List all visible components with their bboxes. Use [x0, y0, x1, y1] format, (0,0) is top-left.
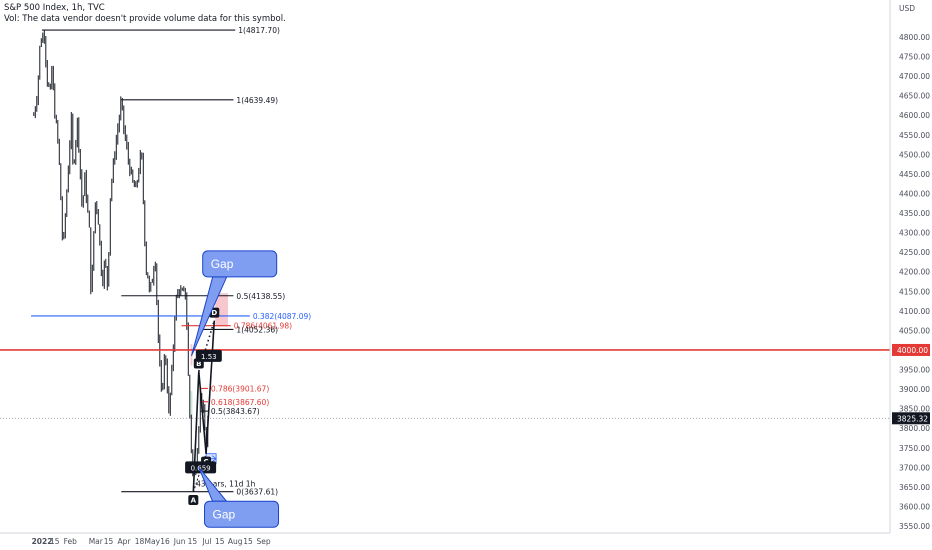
time-tick-label: 15: [243, 537, 253, 546]
support-price-label: 4000.00: [897, 346, 928, 355]
gap-callout-label-1: Gap: [213, 507, 236, 521]
zone-green-1: [190, 391, 193, 419]
date-range-arrowhead: [211, 455, 217, 463]
fib-level-label-1: 1(4639.49): [236, 96, 278, 105]
price-tick-label: 4650.00: [899, 92, 930, 101]
fib-level-label-9: 0(3637.61): [236, 488, 278, 497]
candles-layer: [33, 30, 209, 477]
price-tick-label: 3600.00: [899, 502, 930, 511]
price-tick-label: 4100.00: [899, 307, 930, 316]
pattern-leg-cd: [205, 320, 216, 454]
price-tick-label: 3650.00: [899, 483, 930, 492]
time-tick-label: 2022: [32, 537, 53, 546]
time-tick-label: 18: [135, 537, 145, 546]
price-tick-label: 4500.00: [899, 150, 930, 159]
fib-level-label-5: 1(4052.36): [236, 325, 278, 334]
price-tick-label: 3900.00: [899, 385, 930, 394]
date-range-label: 43 bars, 11d 1h: [196, 480, 256, 489]
price-tick-label: 4300.00: [899, 229, 930, 238]
price-axis-bg: [890, 0, 932, 550]
price-tick-label: 4800.00: [899, 33, 930, 42]
price-tick-label: 3800.00: [899, 424, 930, 433]
time-tick-label: 15: [104, 537, 114, 546]
price-tick-label: 4250.00: [899, 248, 930, 257]
price-tick-label: 4550.00: [899, 131, 930, 140]
price-tick-label: 3950.00: [899, 366, 930, 375]
pattern-point-label-a: A: [191, 496, 197, 504]
time-tick-label: Apr: [118, 537, 132, 546]
fib-level-label-8: 0.5(3843.67): [211, 407, 260, 416]
fib-level-label-0: 1(4817.70): [238, 26, 280, 35]
annotations-layer: Gap Gap: [191, 250, 280, 528]
time-tick-label: 16: [160, 537, 170, 546]
pattern-ratio-badge-1: [195, 349, 222, 362]
zone-pink-2: [215, 293, 228, 327]
price-tick-label: 4050.00: [899, 326, 930, 335]
time-tick-label: May: [145, 537, 161, 546]
gap-callout-box-0: [202, 250, 278, 278]
fib-level-label-7: 0.618(3867.60): [211, 398, 269, 407]
price-tick-label: 3850.00: [899, 405, 930, 414]
time-tick-label: 15: [50, 537, 60, 546]
fib-level-label-2: 0.5(4138.55): [236, 292, 285, 301]
gap-callout-box-1: [204, 500, 280, 528]
price-tick-label: 3550.00: [899, 522, 930, 531]
price-tick-label: 4600.00: [899, 111, 930, 120]
price-tick-label: 4150.00: [899, 287, 930, 296]
time-axis-bg: [0, 533, 932, 550]
pattern-point-label-b: B: [196, 360, 201, 368]
pattern-point-label-d: D: [211, 309, 217, 317]
pattern-ratio-badge-0: [185, 461, 217, 474]
time-tick-label: Jul: [201, 537, 211, 546]
fib-level-label-6: 0.786(3901.67): [211, 384, 269, 393]
price-tick-label: 4400.00: [899, 189, 930, 198]
price-tick-label: 4750.00: [899, 53, 930, 62]
fib-level-label-3: 0.382(4087.09): [253, 312, 311, 321]
price-tick-label: 4450.00: [899, 170, 930, 179]
gap-callout-label-0: Gap: [211, 257, 234, 271]
chart-title: S&P 500 Index, 1h, TVC: [4, 3, 105, 13]
price-axis: USD 3550.00 3600.00 3650.00 3700.00 3750.00 38…: [889, 0, 932, 550]
time-tick-label: Mar: [89, 537, 104, 546]
price-tick-label: 4350.00: [899, 209, 930, 218]
price-tick-label: 4200.00: [899, 268, 930, 277]
current-price-tag: [892, 412, 930, 425]
support-price-tag: [892, 343, 930, 356]
fib-level-label-4: 0.786(4061.98): [234, 322, 292, 331]
price-tick-label: 3700.00: [899, 463, 930, 472]
levels-layer: 1(4817.70) 1(4639.49) 0.5(4138.55) 0.382(40…: [0, 26, 890, 497]
price-axis-unit: USD: [899, 4, 915, 13]
time-tick-label: Jun: [173, 537, 186, 546]
time-tick-label: Aug: [228, 537, 243, 546]
time-tick-label: Sep: [256, 537, 270, 546]
time-tick-label: Feb: [64, 537, 78, 546]
volume-note: Vol: The data vendor doesn't provide vol…: [4, 14, 286, 24]
current-price-label: 3825.32: [897, 414, 928, 423]
pattern-point-a: [188, 494, 199, 505]
price-tick-label: 3750.00: [899, 444, 930, 453]
time-tick-label: 15: [215, 537, 225, 546]
price-tick-label: 4700.00: [899, 72, 930, 81]
pattern-ratio-label-0: 0.659: [191, 464, 211, 472]
time-tick-label: 15: [188, 537, 198, 546]
pattern-ratio-label-1: 1.53: [201, 353, 217, 361]
